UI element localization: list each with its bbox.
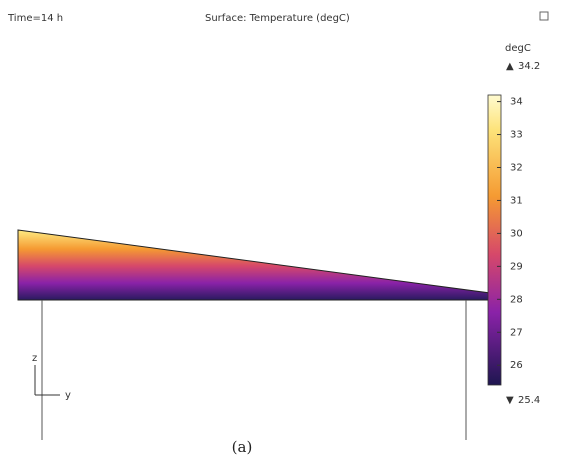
max-label: 34.2 <box>518 61 540 72</box>
colorbar-tick-label: 31 <box>510 195 523 206</box>
axis-y: y <box>65 390 71 401</box>
colorbar-unit: degC <box>505 43 531 54</box>
colorbar-tick-label: 26 <box>510 360 523 371</box>
colorbar-tick-label: 34 <box>510 97 523 108</box>
min-marker: ▼ <box>506 395 514 406</box>
colorbar-tick-label: 28 <box>510 294 523 305</box>
colorbar-tick-label: 29 <box>510 261 523 272</box>
caption: (a) <box>232 438 253 456</box>
axis-z: z <box>32 353 37 364</box>
colorbar <box>487 94 502 386</box>
time-label: Time=14 h <box>7 13 63 24</box>
colorbar-tick-label: 30 <box>510 228 523 239</box>
min-label: 25.4 <box>518 395 540 406</box>
plot-title: Surface: Temperature (degC) <box>205 13 350 24</box>
window-icon <box>539 11 549 21</box>
colorbar-tick-label: 27 <box>510 327 523 338</box>
colorbar-tick-label: 33 <box>510 130 523 141</box>
domain-surface <box>17 229 491 301</box>
max-marker: ▲ <box>506 61 514 72</box>
colorbar-tick-label: 32 <box>510 163 523 174</box>
